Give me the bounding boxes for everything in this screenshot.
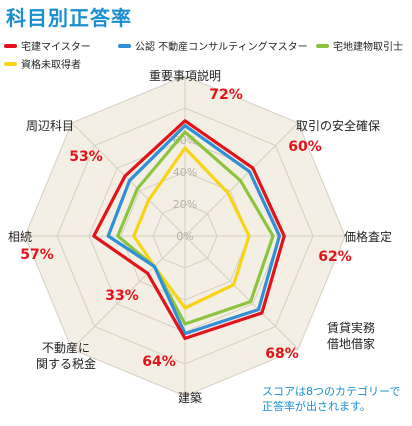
percent-label-3: 68% [265, 346, 299, 362]
legend-swatch-1 [118, 43, 131, 48]
category-label-3-1: 借地借家 [327, 336, 375, 351]
category-label-0-0: 重要事項説明 [149, 68, 221, 83]
category-label-5-0: 不動産に [42, 340, 90, 355]
legend-swatch-0 [4, 43, 17, 48]
legend-swatch-2 [316, 43, 329, 48]
grid-spoke-5 [71, 235, 186, 350]
percent-label-5: 33% [105, 288, 139, 304]
percent-label-6: 57% [20, 247, 54, 263]
category-label-2-0: 価格査定 [344, 229, 392, 244]
legend-label-1: 公認 不動産コンサルティングマスター [135, 42, 308, 53]
percent-label-0: 72% [209, 87, 243, 103]
score-note: スコアは8つのカテゴリーで 正答率が出されます。 [262, 384, 400, 414]
tick-label-2: 40% [173, 166, 197, 179]
percent-label-4: 64% [142, 354, 176, 370]
category-label-4-0: 建築 [178, 390, 202, 405]
tick-label-0: 0% [176, 230, 193, 243]
series-line-3 [132, 146, 251, 310]
category-label-1-0: 取引の安全確保 [296, 118, 380, 133]
series-line-2 [116, 130, 275, 326]
percent-label-2: 62% [318, 249, 352, 265]
score-note-line-1: 正答率が出されます。 [262, 400, 371, 413]
chart-title: 科目別正答率 [6, 6, 132, 30]
legend-item-0: 宅建マイスター [4, 38, 91, 53]
series-line-1 [106, 123, 281, 336]
legend-label-0: 宅建マイスター [21, 42, 91, 53]
legend-item-3: 資格未取得者 [4, 56, 81, 71]
legend-swatch-3 [4, 61, 17, 66]
category-label-6-0: 相続 [8, 230, 32, 244]
category-label-7-0: 周辺科目 [26, 119, 74, 133]
percent-label-7: 53% [69, 149, 103, 165]
series-line-0 [92, 119, 286, 340]
tick-label-1: 20% [173, 198, 197, 211]
score-note-line-0: スコアは8つのカテゴリーで [262, 385, 401, 398]
percent-label-1: 60% [288, 139, 322, 155]
legend-item-1: 公認 不動産コンサルティングマスター [118, 38, 308, 53]
legend-label-3: 資格未取得者 [21, 60, 81, 71]
legend-item-2: 宅地建物取引士 [316, 38, 403, 53]
category-label-5-1: 関する税金 [36, 356, 96, 371]
category-label-3-0: 賃貸実務 [327, 320, 375, 335]
legend-label-2: 宅地建物取引士 [333, 42, 403, 53]
grid-spoke-3 [184, 235, 299, 350]
